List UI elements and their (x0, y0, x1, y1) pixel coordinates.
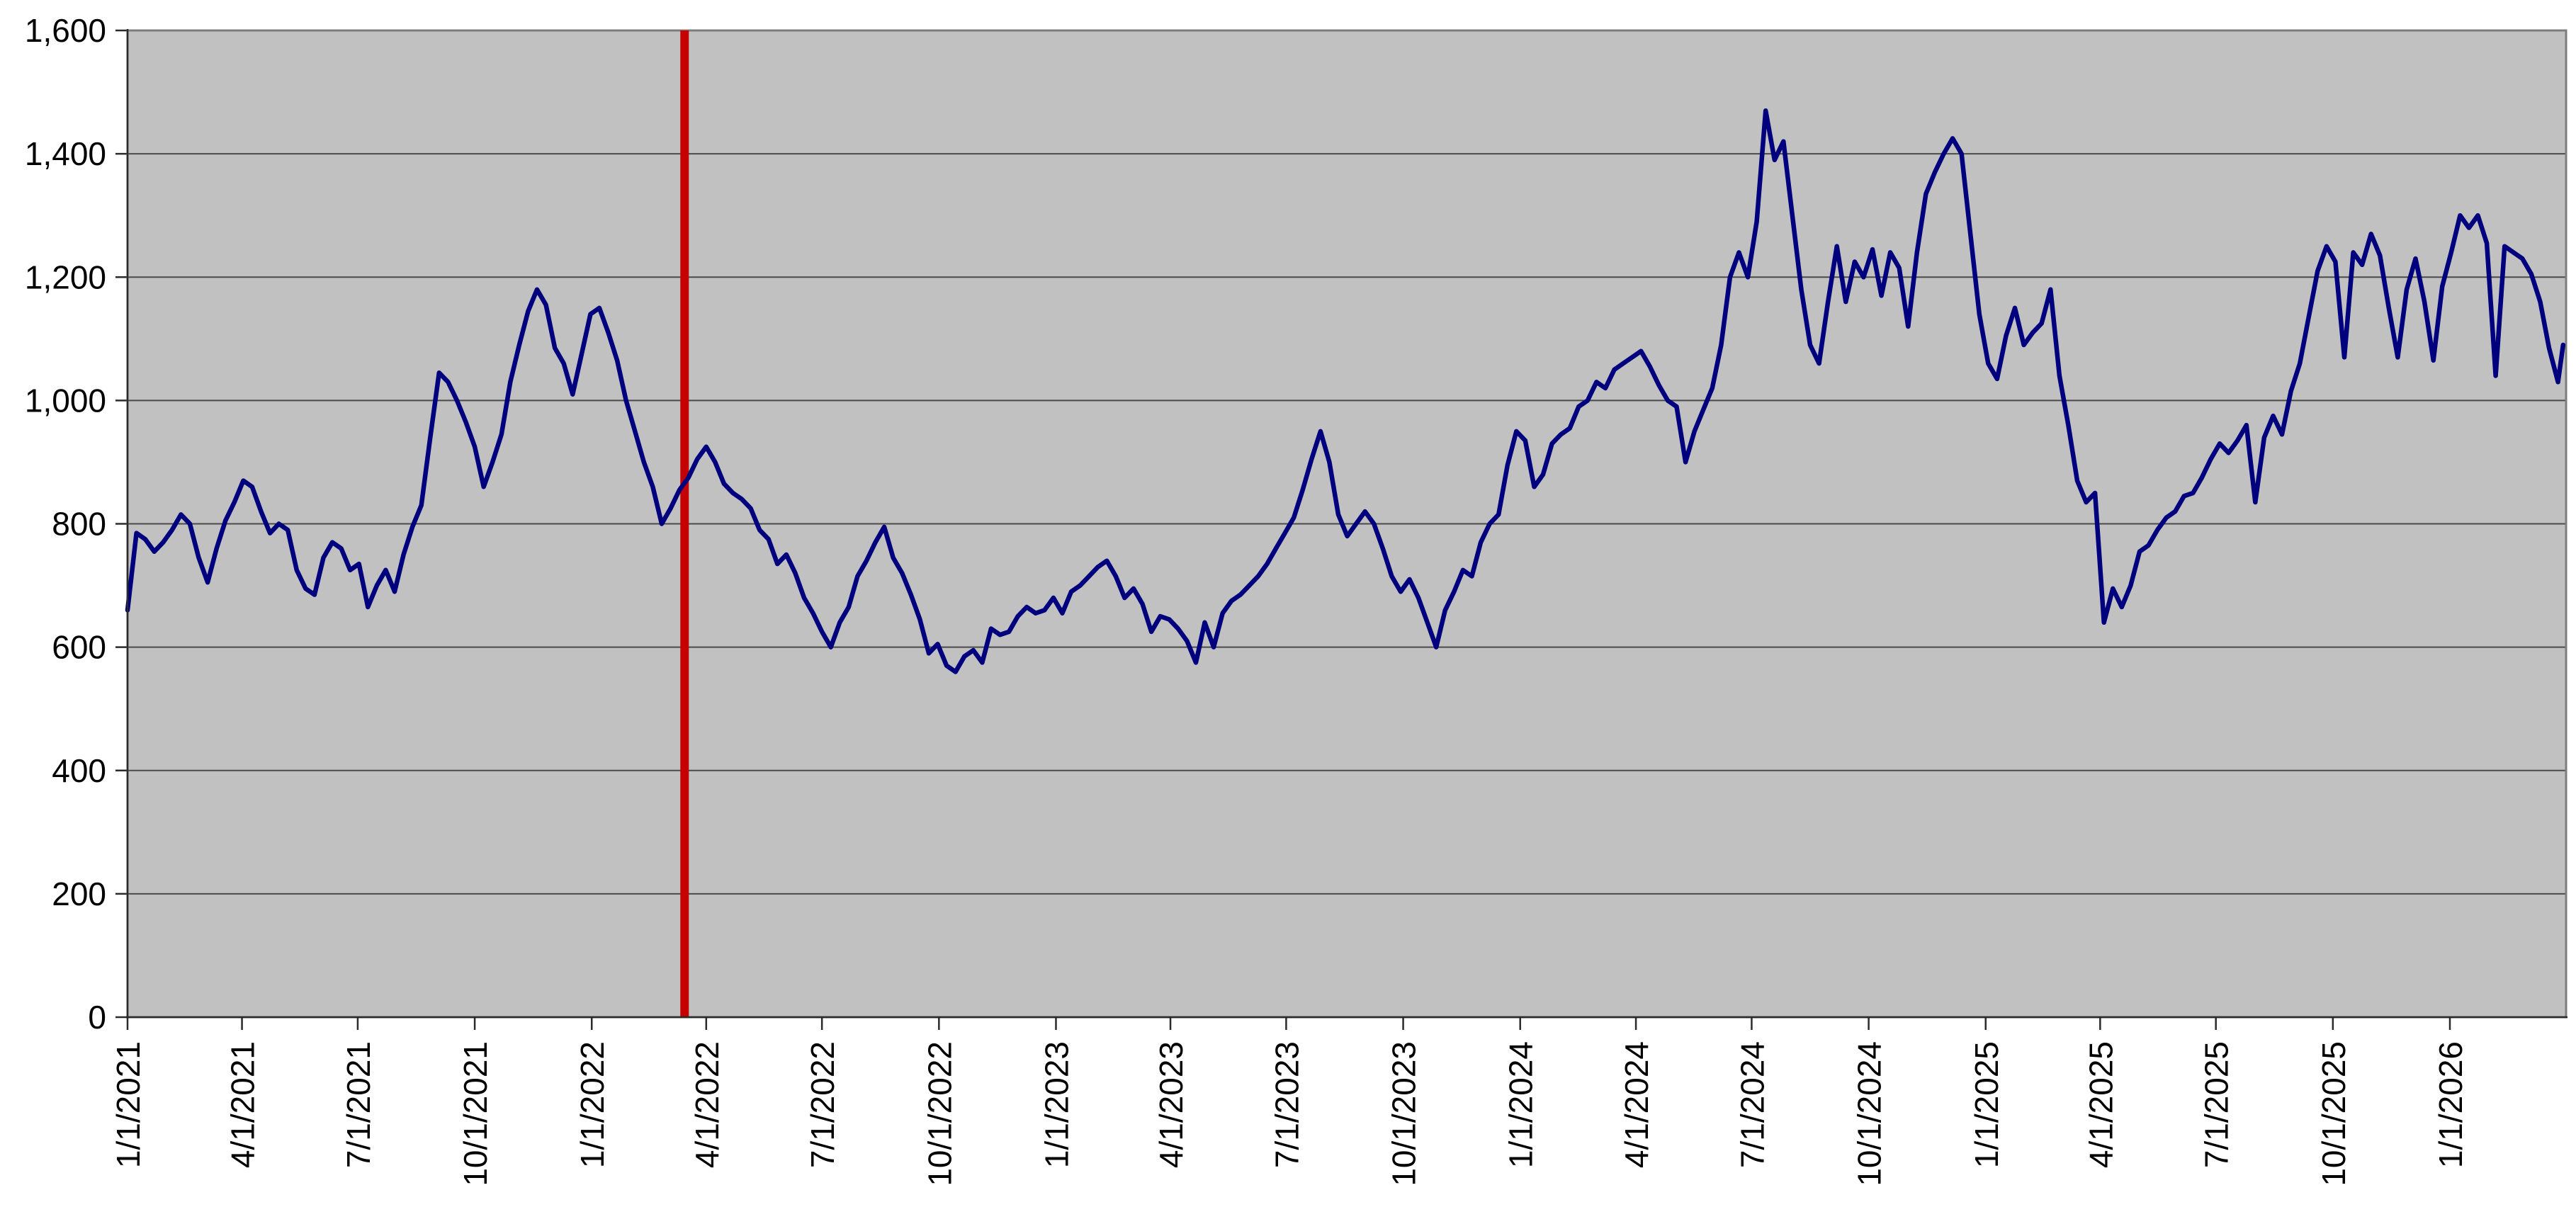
x-axis-label: 7/1/2025 (2198, 1041, 2235, 1168)
y-axis-label: 1,600 (25, 12, 106, 49)
x-axis-label: 10/1/2024 (1851, 1041, 1888, 1186)
x-axis-label: 1/1/2021 (110, 1041, 147, 1168)
x-axis-label: 7/1/2022 (804, 1041, 841, 1168)
x-axis-label: 10/1/2025 (2315, 1041, 2352, 1186)
x-axis-label: 4/1/2022 (689, 1041, 725, 1168)
x-axis-label: 10/1/2021 (457, 1041, 494, 1186)
x-axis-label: 1/1/2024 (1503, 1041, 1540, 1168)
x-axis-label: 1/1/2023 (1038, 1041, 1075, 1168)
x-axis-label: 7/1/2021 (340, 1041, 377, 1168)
y-axis-label: 1,200 (25, 259, 106, 295)
x-axis-label: 4/1/2023 (1153, 1041, 1190, 1168)
x-axis-label: 4/1/2024 (1618, 1041, 1655, 1168)
y-axis-label: 400 (52, 752, 106, 789)
x-axis-label: 1/1/2026 (2432, 1041, 2469, 1168)
x-axis-label: 10/1/2022 (921, 1041, 958, 1186)
x-axis-label: 4/1/2021 (225, 1041, 261, 1168)
x-axis-label: 10/1/2023 (1386, 1041, 1423, 1186)
y-axis-label: 600 (52, 629, 106, 666)
y-axis-label: 1,000 (25, 382, 106, 419)
y-axis-label: 800 (52, 506, 106, 543)
x-axis-label: 1/1/2025 (1968, 1041, 2005, 1168)
price-line (125, 108, 2566, 674)
x-axis-label: 7/1/2023 (1268, 1041, 1305, 1168)
y-axis-label: 200 (52, 876, 106, 912)
x-axis-label: 7/1/2024 (1734, 1041, 1770, 1168)
x-axis-label: 4/1/2025 (2082, 1041, 2119, 1168)
x-axis-label: 1/1/2022 (574, 1041, 611, 1168)
y-axis-label: 1,400 (25, 135, 106, 172)
y-axis-label: 0 (88, 999, 106, 1036)
